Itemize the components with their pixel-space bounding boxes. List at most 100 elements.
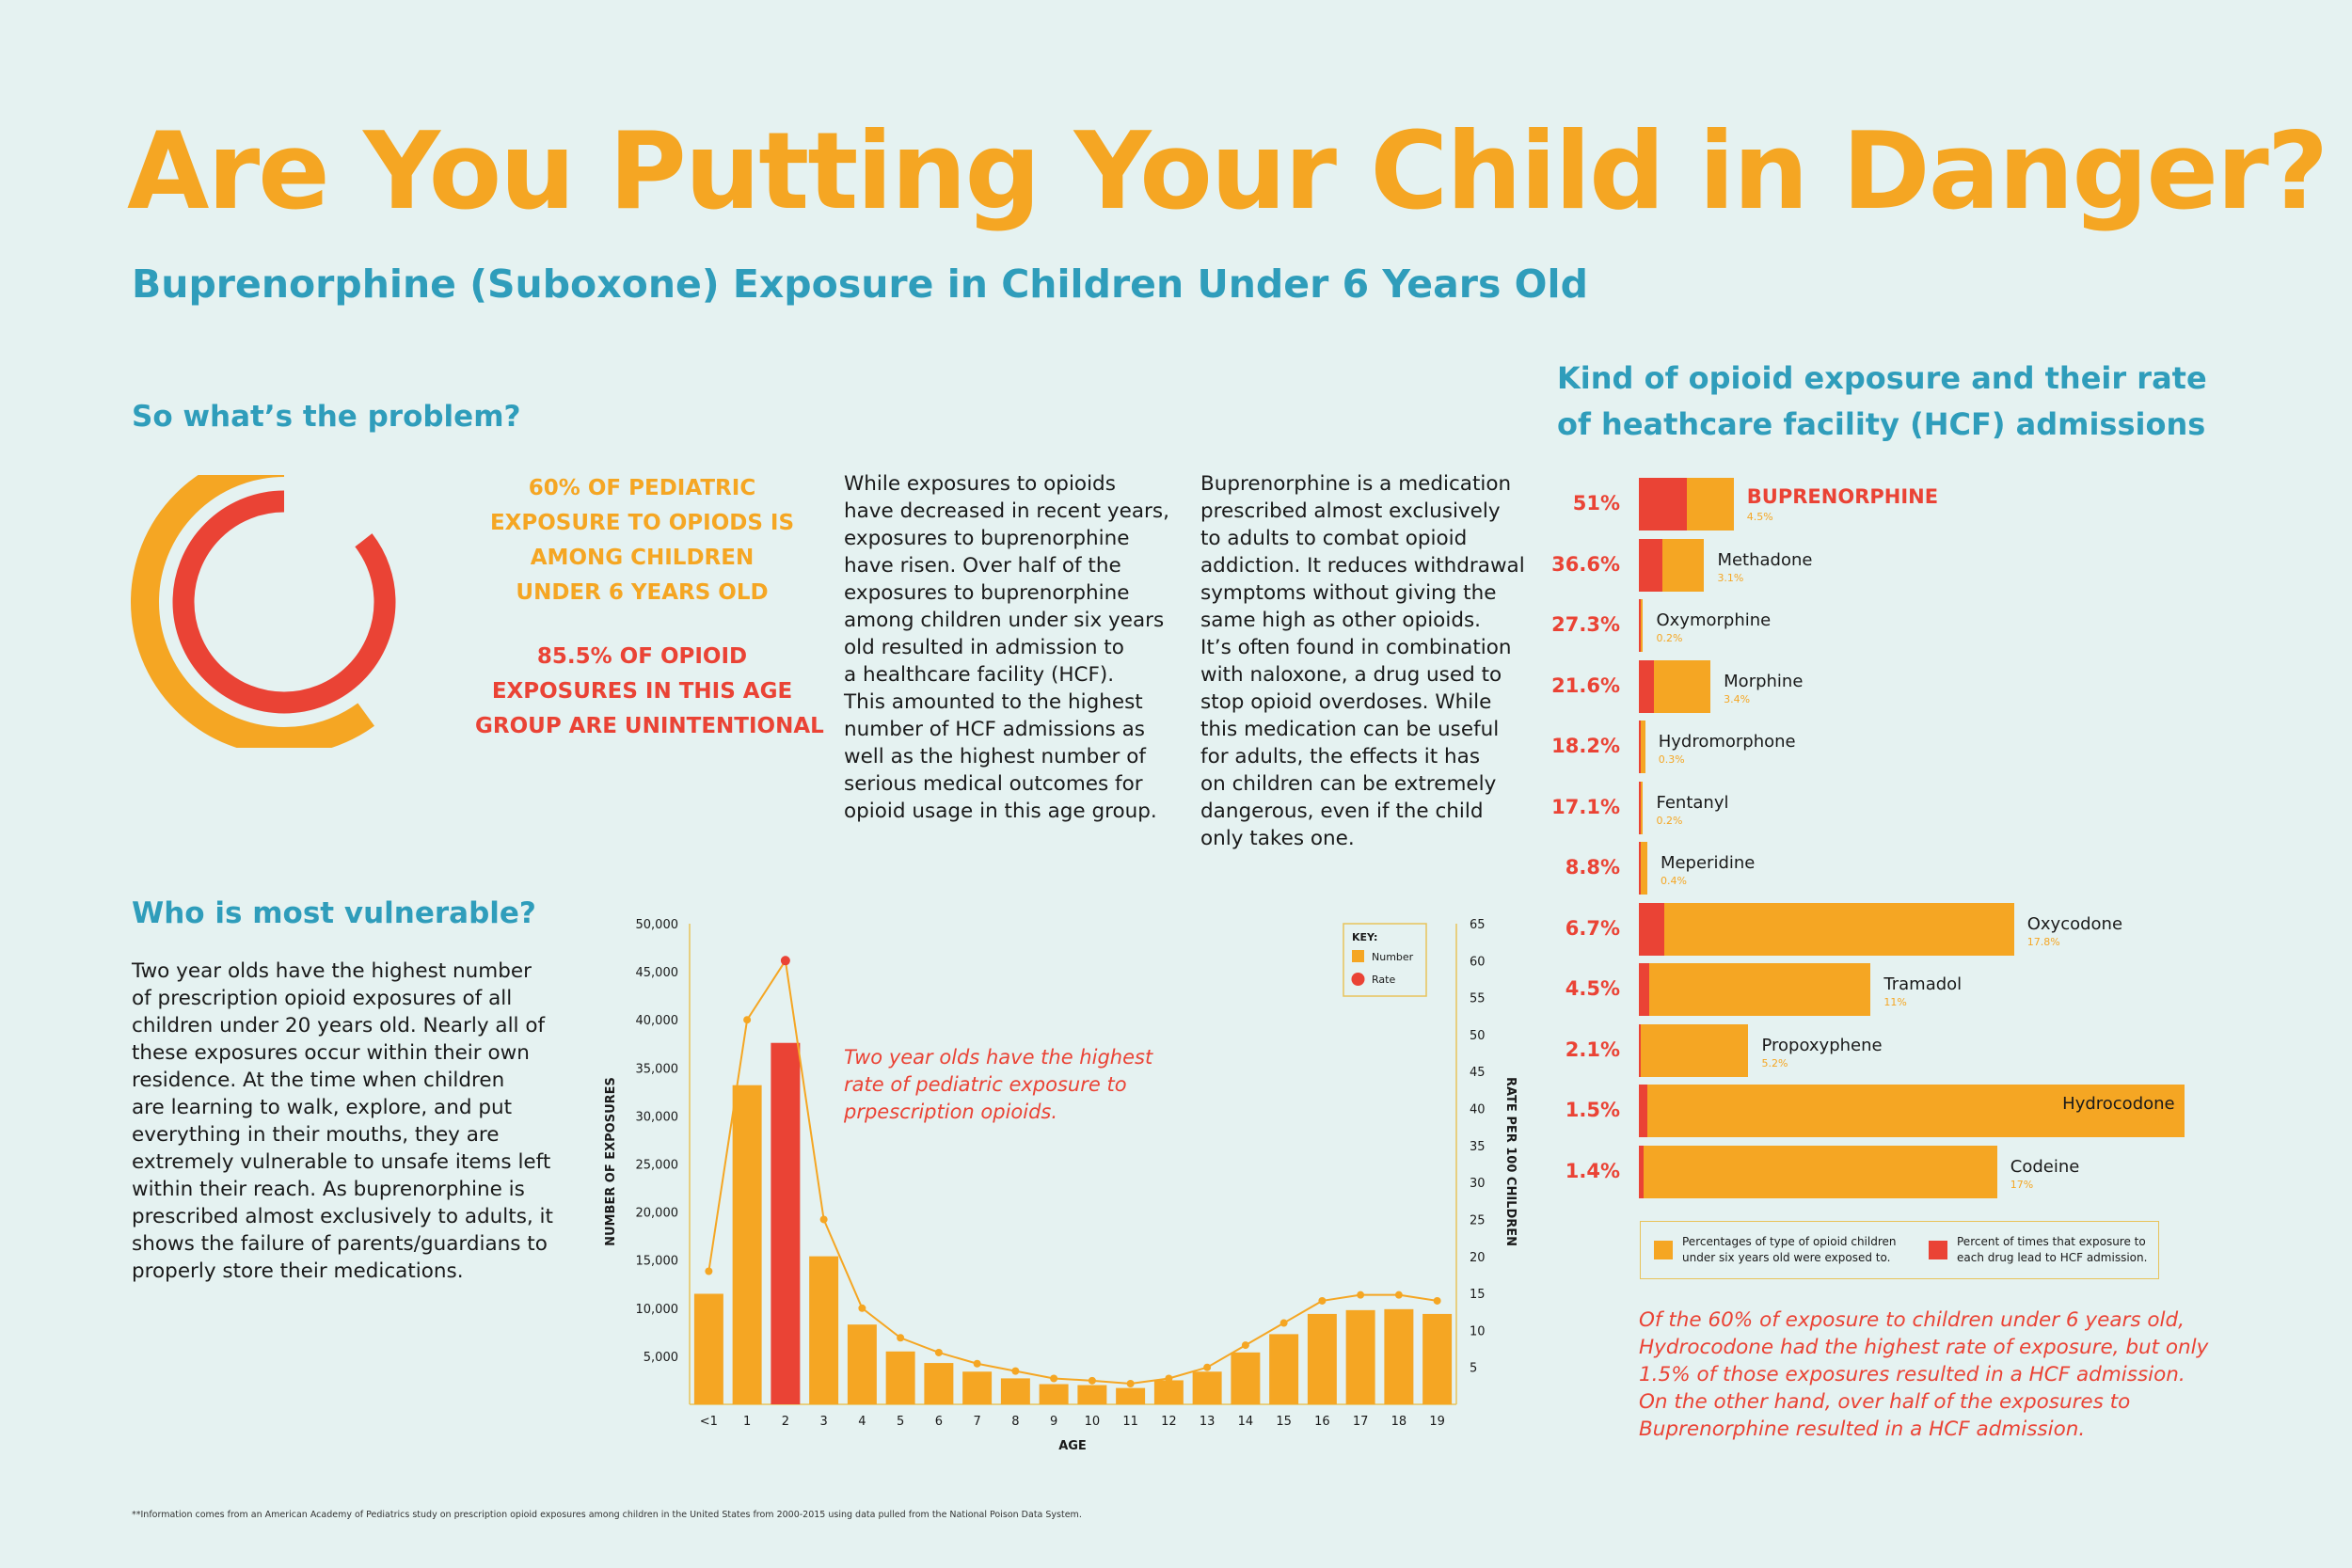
legend-rate-swatch	[1351, 973, 1365, 986]
drug-name-label: Propoxyphene	[1761, 1035, 1883, 1055]
exposure-rate-label: 17.8%	[2026, 935, 2060, 948]
paragraph-line: within their reach. As buprenorphine is	[132, 1178, 525, 1201]
exposure-rate-label: 0.2%	[1656, 632, 1683, 644]
rate-point	[897, 1334, 905, 1342]
problem-paragraph-2: Buprenorphine is a medication prescribed …	[1200, 470, 1525, 852]
paragraph-line: stop opioid overdoses. While	[1200, 690, 1492, 714]
hcf-bar	[1639, 1023, 1642, 1077]
paragraph-line: have decreased in recent years,	[844, 499, 1169, 523]
drug-name-label: Hydrocodone	[2062, 1094, 2175, 1114]
rate-point	[1433, 1296, 1441, 1305]
y-tick-label: 10,000	[636, 1303, 679, 1317]
stat-line: 60% OF PEDIATRIC	[528, 476, 756, 500]
y-tick-label: 40,000	[636, 1014, 679, 1028]
drug-name-label: Morphine	[1724, 671, 1804, 691]
rate-line	[707, 958, 1438, 1385]
y2-tick-label: 45	[1470, 1066, 1486, 1080]
x-tick-label: 7	[973, 1415, 980, 1429]
stat-line: EXPOSURE TO OPIODS IS	[489, 511, 795, 535]
hcf-bar	[1639, 1085, 1647, 1137]
exposure-rate-label: 3.1%	[1717, 571, 1744, 584]
hcf-bar	[1639, 842, 1641, 895]
rate-point	[1126, 1379, 1135, 1387]
rate-point	[1394, 1291, 1403, 1299]
legend-hcf-label: Percent of times that exposure to each d…	[1957, 1235, 2148, 1264]
hcf-bar	[1639, 599, 1641, 652]
x-tick-label: 3	[819, 1415, 827, 1429]
hcf-percent-label: 27.3%	[1551, 613, 1620, 636]
hcf-bar	[1639, 538, 1663, 592]
y-tick-label: 50,000	[636, 918, 679, 932]
bar-age-19	[1422, 1313, 1453, 1404]
paragraph-line: with naloxone, a drug used to	[1200, 663, 1502, 687]
x-axis-label: AGE	[1058, 1439, 1087, 1453]
y2-tick-label: 20	[1470, 1251, 1486, 1265]
paragraph-line: this medication can be useful	[1200, 718, 1500, 741]
y2-tick-label: 40	[1470, 1103, 1486, 1117]
note-line: Hydrocodone had the highest rate of expo…	[1639, 1336, 2209, 1359]
paragraph-line: serious medical outcomes for	[844, 772, 1143, 796]
hcf-percent-label: 4.5%	[1565, 977, 1620, 1000]
x-tick-label: 5	[897, 1415, 904, 1429]
stat-line: EXPOSURES IN THIS AGE	[491, 679, 793, 704]
y2-tick-label: 10	[1470, 1324, 1486, 1338]
annotation-line: prpescription opioids.	[843, 1101, 1057, 1123]
rate-point	[1165, 1374, 1173, 1383]
x-tick-label: 10	[1085, 1415, 1101, 1429]
x-tick-label: 8	[1011, 1415, 1019, 1429]
drug-name-label: Meperidine	[1660, 853, 1756, 873]
rate-point	[1241, 1341, 1249, 1350]
rate-point	[1318, 1296, 1327, 1305]
paragraph-line: of prescription opioid exposures of all	[132, 987, 513, 1010]
exposure-bar	[1639, 599, 1644, 652]
legend-exposure-swatch	[1654, 1241, 1673, 1259]
exposure-rate-label: 11%	[1883, 996, 1907, 1008]
paragraph-line: well as the highest number of	[844, 745, 1146, 768]
drug-name-label: Tramadol	[1883, 974, 1963, 994]
paragraph-line: While exposures to opioids	[844, 472, 1116, 496]
bar-age-15	[1269, 1334, 1299, 1404]
bar-age-10	[1077, 1385, 1107, 1404]
paragraph-line: a healthcare facility (HCF).	[844, 663, 1115, 687]
bar-age-2	[771, 1042, 801, 1404]
opioid-legend: Percentages of type of opioid children u…	[1640, 1221, 2159, 1279]
x-tick-label: 6	[935, 1415, 943, 1429]
y-tick-label: 30,000	[636, 1110, 679, 1124]
rate-point	[1050, 1374, 1058, 1383]
paragraph-line: these exposures occur within their own	[132, 1041, 530, 1065]
note-line: 1.5% of those exposures resulted in a HC…	[1639, 1363, 2185, 1386]
bar-age-7	[962, 1371, 993, 1404]
x-tick-label: 11	[1122, 1415, 1138, 1429]
paragraph-line: opioid usage in this age group.	[844, 800, 1157, 823]
hcf-percent-label: 2.1%	[1565, 1037, 1620, 1061]
exposure-bar	[1639, 902, 2014, 956]
comparison-note: Of the 60% of exposure to children under…	[1639, 1307, 2208, 1443]
ring-inner-arc	[172, 490, 396, 714]
exposure-bar	[1639, 538, 1705, 592]
vulnerable-heading: Who is most vulnerable?	[132, 896, 536, 930]
exposure-rate-label: 4.5%	[1746, 511, 1773, 523]
bar-age-13	[1192, 1371, 1222, 1404]
paragraph-line: residence. At the time when children	[132, 1069, 505, 1092]
legend-number-swatch	[1352, 950, 1364, 962]
y2-tick-label: 55	[1470, 992, 1486, 1006]
ring-outer-arc	[131, 475, 437, 748]
drug-name-label: Fentanyl	[1656, 792, 1729, 813]
paragraph-line: among children under six years	[844, 609, 1165, 632]
x-tick-label: 2	[782, 1415, 789, 1429]
y2-axis-label: RATE PER 100 CHILDREN	[1503, 1077, 1518, 1246]
x-tick-label: 9	[1050, 1415, 1057, 1429]
paragraph-line: prescribed almost exclusively to adults,…	[132, 1205, 553, 1228]
hcf-percent-label: 18.2%	[1551, 735, 1620, 757]
note-line: Buprenorphine resulted in a HCF admissio…	[1639, 1418, 2086, 1441]
note-line: Of the 60% of exposure to children under…	[1639, 1308, 2185, 1332]
exposure-rate-label: 5.2%	[1761, 1056, 1788, 1069]
problem-paragraph-1: While exposures to opioids have decreased…	[844, 470, 1169, 825]
y-tick-label: 25,000	[636, 1159, 679, 1173]
legend-rate-label: Rate	[1372, 974, 1395, 986]
chart-annotation: Two year olds have the highest rate of pe…	[843, 1046, 1153, 1123]
drug-name-label: Oxymorphine	[1656, 610, 1772, 630]
rate-point	[1357, 1291, 1365, 1299]
vulnerable-paragraph: Two year olds have the highest number of …	[132, 958, 553, 1285]
hcf-bar	[1639, 1145, 1645, 1198]
